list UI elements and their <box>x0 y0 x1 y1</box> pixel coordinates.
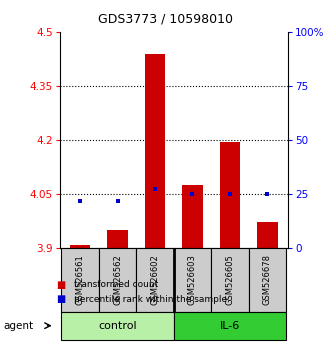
Bar <box>62 312 174 340</box>
Bar <box>70 245 90 248</box>
Bar <box>99 248 136 312</box>
Bar <box>249 248 286 312</box>
Bar <box>220 142 240 248</box>
Text: GSM526605: GSM526605 <box>225 254 234 305</box>
Bar <box>257 222 278 248</box>
Bar <box>211 248 249 312</box>
Text: transformed count: transformed count <box>74 280 159 290</box>
Text: percentile rank within the sample: percentile rank within the sample <box>74 295 228 304</box>
Bar <box>107 230 128 248</box>
Text: control: control <box>98 321 137 331</box>
Bar <box>145 54 166 248</box>
Bar <box>62 248 99 312</box>
Text: ■: ■ <box>56 294 66 304</box>
Text: GSM526602: GSM526602 <box>151 254 160 305</box>
Bar <box>136 248 174 312</box>
Text: GSM526561: GSM526561 <box>76 254 85 305</box>
Bar <box>174 312 286 340</box>
Text: GSM526562: GSM526562 <box>113 254 122 305</box>
Text: IL-6: IL-6 <box>220 321 240 331</box>
Text: GSM526678: GSM526678 <box>263 254 272 305</box>
Text: ■: ■ <box>56 280 66 290</box>
Text: agent: agent <box>3 321 33 331</box>
Bar <box>174 248 211 312</box>
Bar <box>182 185 203 248</box>
Text: GSM526603: GSM526603 <box>188 254 197 305</box>
Text: GDS3773 / 10598010: GDS3773 / 10598010 <box>98 12 233 25</box>
